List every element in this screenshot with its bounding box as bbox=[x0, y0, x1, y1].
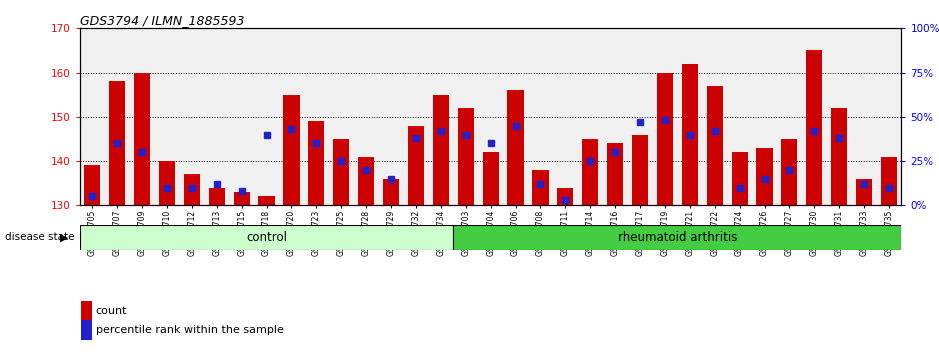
Bar bbox=[881, 156, 897, 205]
Bar bbox=[258, 196, 274, 205]
Bar bbox=[682, 64, 698, 205]
Bar bbox=[807, 50, 823, 205]
Bar bbox=[781, 139, 797, 205]
Bar bbox=[208, 188, 224, 205]
Bar bbox=[707, 86, 723, 205]
Text: control: control bbox=[246, 231, 287, 244]
Bar bbox=[454, 225, 901, 250]
Bar bbox=[483, 152, 499, 205]
Bar bbox=[408, 126, 424, 205]
Bar bbox=[831, 108, 847, 205]
Bar bbox=[433, 95, 449, 205]
Bar bbox=[85, 165, 100, 205]
Bar bbox=[308, 121, 325, 205]
Text: count: count bbox=[96, 306, 128, 316]
Bar bbox=[582, 139, 598, 205]
Bar bbox=[134, 73, 150, 205]
Bar bbox=[358, 156, 375, 205]
Bar bbox=[383, 179, 399, 205]
Bar bbox=[184, 174, 200, 205]
Text: rheumatoid arthritis: rheumatoid arthritis bbox=[618, 231, 737, 244]
Text: disease state: disease state bbox=[5, 232, 74, 242]
Bar bbox=[80, 225, 454, 250]
Bar bbox=[856, 179, 872, 205]
Bar bbox=[632, 135, 648, 205]
Bar bbox=[333, 139, 349, 205]
Bar bbox=[234, 192, 250, 205]
Text: percentile rank within the sample: percentile rank within the sample bbox=[96, 325, 284, 335]
Bar bbox=[607, 143, 623, 205]
Bar bbox=[757, 148, 773, 205]
Bar bbox=[731, 152, 747, 205]
Bar bbox=[109, 81, 125, 205]
Bar bbox=[557, 188, 574, 205]
Bar bbox=[532, 170, 548, 205]
Bar bbox=[284, 95, 300, 205]
Bar bbox=[457, 108, 474, 205]
Text: ▶: ▶ bbox=[60, 232, 69, 242]
Bar bbox=[656, 73, 673, 205]
Bar bbox=[159, 161, 175, 205]
Bar bbox=[507, 90, 524, 205]
Text: GDS3794 / ILMN_1885593: GDS3794 / ILMN_1885593 bbox=[80, 14, 244, 27]
